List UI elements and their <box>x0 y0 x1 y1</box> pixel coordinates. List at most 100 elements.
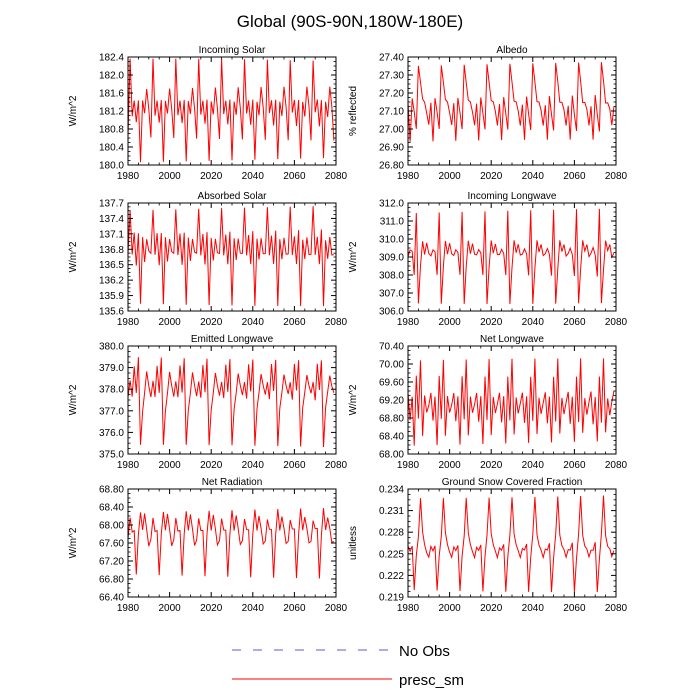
y-tick-label: 137.4 <box>99 214 124 225</box>
y-tick-label: 26.90 <box>379 143 404 154</box>
x-tick-label: 2080 <box>325 603 348 614</box>
y-tick-label: 27.00 <box>379 125 404 136</box>
y-tick-label: 0.219 <box>379 593 404 604</box>
y-tick-label: 378.0 <box>99 385 124 396</box>
panel-title: Albedo <box>496 45 528 56</box>
x-tick-label: 2080 <box>605 171 628 182</box>
y-tick-label: 180.8 <box>99 125 124 136</box>
y-tick-label: 26.80 <box>379 161 404 172</box>
y-tick-label: 137.7 <box>99 199 124 210</box>
series-line-presc-sm <box>407 208 615 305</box>
y-tick-label: 0.222 <box>379 571 404 582</box>
x-tick-label: 2060 <box>283 603 306 614</box>
x-tick-label: 2000 <box>158 317 181 328</box>
panel-title: Net Longwave <box>480 334 544 345</box>
x-tick-label: 2000 <box>158 603 181 614</box>
x-tick-label: 1980 <box>397 317 420 328</box>
y-tick-label: 311.0 <box>380 217 405 228</box>
y-axis-label: W/m^2 <box>68 241 79 272</box>
panel-1: 1980 2000 2020 2040 2060 2080 180.0 180.4 180.8 1… <box>68 45 348 182</box>
y-tick-label: 136.8 <box>99 245 124 256</box>
x-tick-label: 2060 <box>563 460 586 471</box>
x-tick-label: 2060 <box>283 171 306 182</box>
x-tick-label: 2040 <box>522 460 545 471</box>
x-tick-label: 2060 <box>283 317 306 328</box>
y-tick-label: 0.234 <box>379 485 404 496</box>
panels: 1980 2000 2020 2040 2060 2080 180.0 180.4 180.8 1… <box>68 45 628 614</box>
panel-title: Incoming Solar <box>199 45 266 56</box>
x-tick-label: 2060 <box>563 317 586 328</box>
y-tick-label: 27.40 <box>379 53 404 64</box>
y-tick-label: 67.60 <box>99 539 124 550</box>
x-tick-label: 2000 <box>438 460 461 471</box>
y-tick-label: 67.20 <box>99 557 124 568</box>
y-tick-label: 70.00 <box>379 360 404 371</box>
y-tick-label: 70.40 <box>379 342 404 353</box>
y-axis-label: W/m^2 <box>348 241 359 272</box>
series-line-presc-sm <box>127 58 335 163</box>
y-tick-label: 181.6 <box>99 89 124 100</box>
y-tick-label: 310.0 <box>379 235 404 246</box>
y-tick-label: 306.0 <box>379 307 404 318</box>
x-tick-label: 1980 <box>397 171 420 182</box>
x-tick-label: 1980 <box>117 460 140 471</box>
y-tick-label: 0.225 <box>379 549 404 560</box>
x-tick-label: 2080 <box>605 317 628 328</box>
x-tick-label: 2020 <box>200 603 223 614</box>
legend-label-presc-sm: presc_sm <box>399 672 464 689</box>
x-tick-label: 2000 <box>158 171 181 182</box>
y-tick-label: 135.6 <box>99 307 124 318</box>
panel-title: Incoming Longwave <box>468 191 557 202</box>
y-tick-label: 180.4 <box>99 143 124 154</box>
y-tick-label: 182.0 <box>99 71 124 82</box>
x-tick-label: 2000 <box>438 603 461 614</box>
x-tick-label: 1980 <box>117 317 140 328</box>
series-line-presc-sm <box>407 62 615 142</box>
x-tick-label: 2060 <box>563 171 586 182</box>
y-tick-label: 68.40 <box>99 503 124 514</box>
y-tick-label: 181.2 <box>99 107 124 118</box>
series-line-presc-sm <box>407 358 615 446</box>
legend: No Obs presc_sm <box>232 643 464 689</box>
y-tick-label: 180.0 <box>99 161 124 172</box>
x-tick-label: 2040 <box>522 317 545 328</box>
y-axis-label: W/m^2 <box>348 384 359 415</box>
x-tick-label: 2040 <box>242 460 265 471</box>
y-tick-label: 69.20 <box>379 396 404 407</box>
x-tick-label: 2080 <box>605 460 628 471</box>
y-tick-label: 136.2 <box>99 276 124 287</box>
y-axis-label: W/m^2 <box>68 384 79 415</box>
panel-2: 1980 2000 2020 2040 2060 2080 26.80 26.90 27.00 2… <box>348 45 628 182</box>
x-tick-label: 2020 <box>200 171 223 182</box>
series-line-presc-sm <box>407 495 615 593</box>
y-axis-label: W/m^2 <box>68 527 79 558</box>
y-tick-label: 68.40 <box>379 432 404 443</box>
x-tick-label: 2020 <box>200 460 223 471</box>
x-tick-label: 2020 <box>480 317 503 328</box>
x-tick-label: 2080 <box>325 460 348 471</box>
panel-title: Absorbed Solar <box>198 191 268 202</box>
panel-3: 1980 2000 2020 2040 2060 2080 135.6 135.9 136.2 1… <box>68 191 348 328</box>
x-tick-label: 2040 <box>242 603 265 614</box>
x-tick-label: 2040 <box>522 171 545 182</box>
series-line-presc-sm <box>127 206 334 307</box>
x-tick-label: 1980 <box>397 460 420 471</box>
y-tick-label: 68.80 <box>99 485 124 496</box>
y-tick-label: 68.00 <box>379 450 404 461</box>
x-tick-label: 2020 <box>480 460 503 471</box>
y-tick-label: 0.231 <box>379 506 404 517</box>
legend-label-no-obs: No Obs <box>399 643 450 660</box>
y-tick-label: 136.5 <box>99 260 124 271</box>
y-tick-label: 380.0 <box>99 342 124 353</box>
y-tick-label: 308.0 <box>379 271 404 282</box>
y-tick-label: 137.1 <box>99 229 124 240</box>
y-tick-label: 0.228 <box>379 528 404 539</box>
panel-title: Ground Snow Covered Fraction <box>442 477 583 488</box>
x-tick-label: 2060 <box>283 460 306 471</box>
x-tick-label: 2020 <box>480 171 503 182</box>
x-tick-label: 2020 <box>200 317 223 328</box>
y-tick-label: 66.80 <box>99 575 124 586</box>
y-tick-label: 68.80 <box>379 414 404 425</box>
series-line-presc-sm <box>127 508 335 579</box>
